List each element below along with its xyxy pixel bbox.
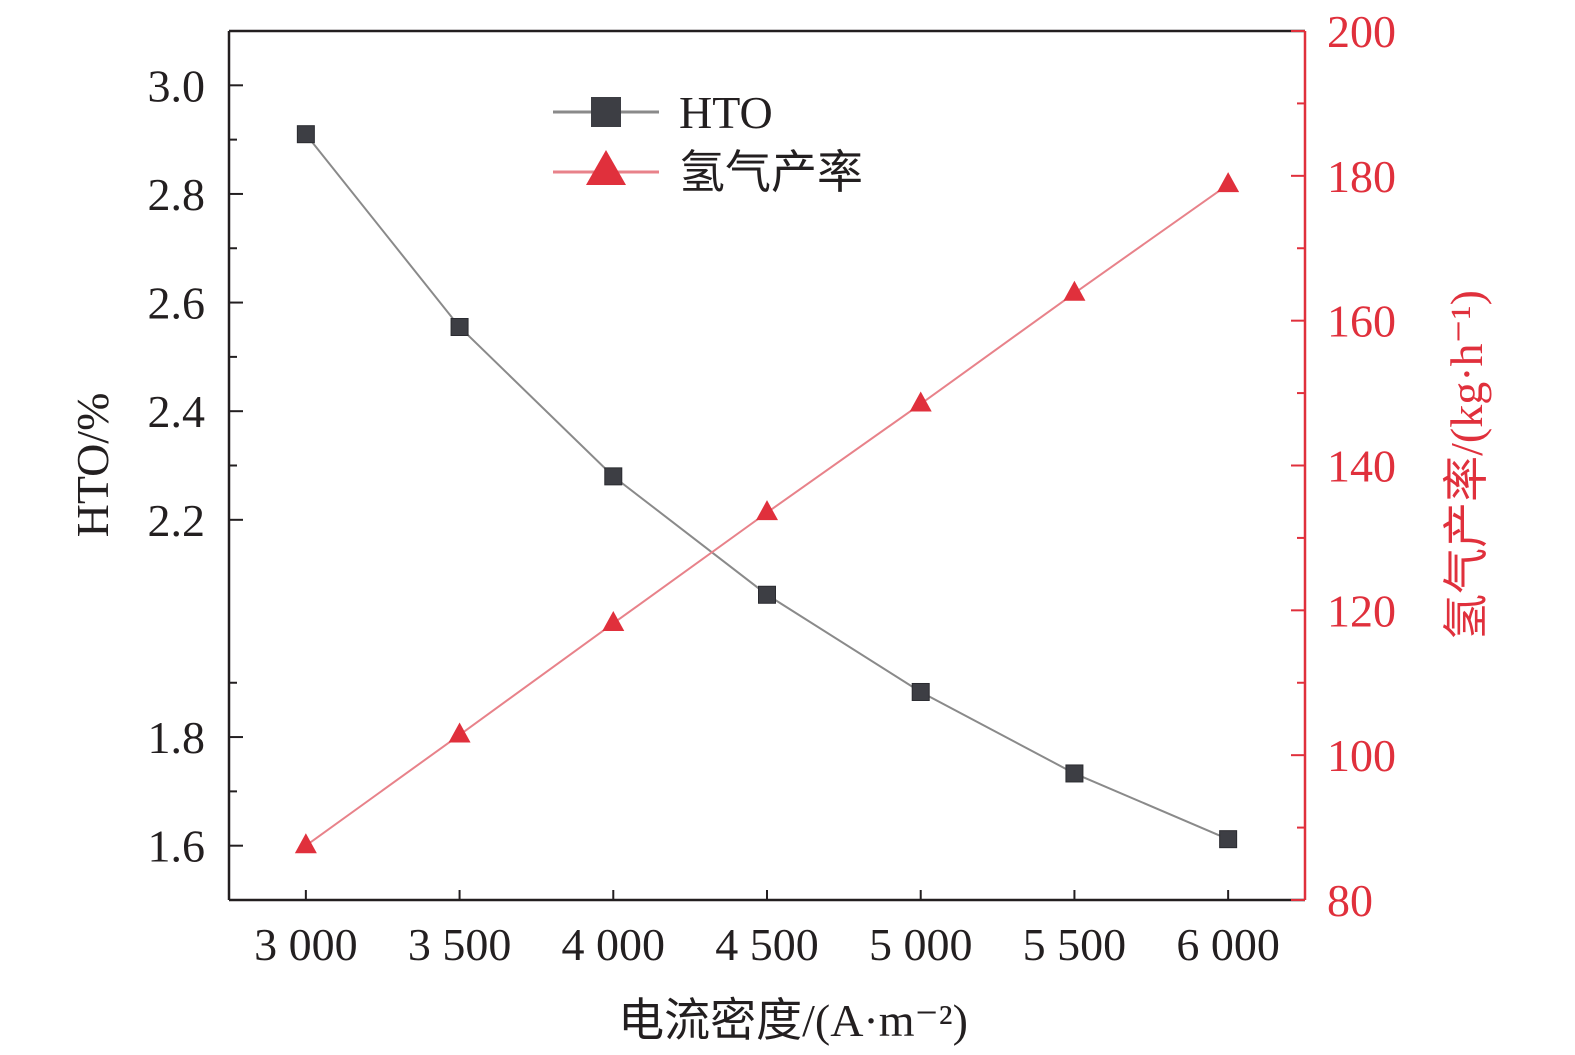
data-point-triangle: [756, 500, 778, 521]
x-tick-label: 5 000: [869, 919, 973, 970]
right-tick-label: 100: [1327, 730, 1396, 781]
legend-label: 氢气产率: [679, 147, 863, 198]
x-tick-label: 6 000: [1176, 919, 1280, 970]
right-tick-label: 120: [1327, 585, 1396, 636]
legend-marker-square: [591, 97, 621, 127]
data-point-triangle: [602, 610, 625, 631]
left-tick-label: 2.8: [148, 169, 206, 220]
series-layer: [294, 125, 1240, 854]
right-tick-label: 80: [1327, 875, 1373, 926]
x-tick-label: 4 000: [562, 919, 666, 970]
right-tick-label: 200: [1327, 6, 1396, 57]
x-axis-title: 电流密度/(A·m⁻²): [618, 995, 968, 1046]
data-point-triangle: [1217, 172, 1240, 193]
data-point-triangle: [294, 833, 317, 854]
x-tick-label: 3 500: [408, 919, 512, 970]
left-tick-label: 2.4: [148, 386, 206, 437]
legend-label: HTO: [679, 87, 773, 138]
data-point-triangle: [1063, 280, 1086, 301]
left-tick-label: 2.6: [148, 278, 206, 329]
data-point-square: [911, 682, 930, 701]
right-tick-label: 160: [1327, 296, 1396, 347]
data-point-triangle: [448, 722, 471, 743]
x-tick-label: 5 500: [1023, 919, 1127, 970]
data-point-triangle: [909, 391, 932, 412]
data-point-square: [604, 467, 623, 486]
y-axis-left-title: HTO/%: [67, 393, 118, 538]
left-tick-label: 1.6: [148, 821, 206, 872]
left-tick-label: 3.0: [148, 60, 206, 111]
x-tick-label: 3 000: [254, 919, 358, 970]
axes-layer: 3 000 3 500 4 000 4 500 5 000 5 500 6 000 1.6 1.…: [148, 6, 1397, 970]
left-tick-label: 2.2: [148, 495, 206, 546]
legend: HTO 氢气产率: [553, 87, 863, 198]
x-tick-label: 4 500: [715, 919, 819, 970]
right-tick-label: 140: [1327, 441, 1396, 492]
data-point-square: [1065, 764, 1084, 783]
data-point-square: [450, 318, 469, 337]
legend-marker-triangle: [586, 150, 626, 185]
data-point-square: [1219, 830, 1238, 849]
axis-titles: 电流密度/(A·m⁻²) HTO/% 氢气产率/(kg·h⁻¹): [67, 290, 1492, 1046]
data-point-square: [296, 125, 315, 144]
data-point-square: [758, 585, 776, 604]
right-tick-label: 180: [1327, 151, 1396, 202]
left-tick-label: 1.8: [148, 712, 206, 763]
y-axis-right-title: 氢气产率/(kg·h⁻¹): [1441, 290, 1492, 640]
series-line-0: [305, 133, 1229, 841]
